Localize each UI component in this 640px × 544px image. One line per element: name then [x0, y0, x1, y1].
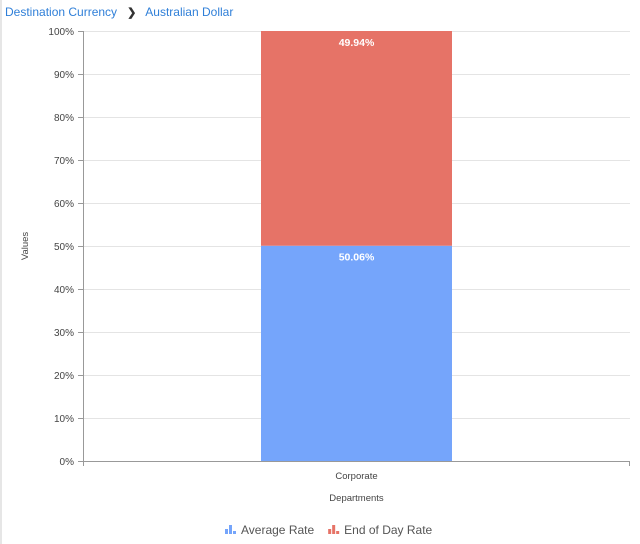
chevron-right-icon: ❯	[127, 6, 137, 19]
y-tick-label: 50%	[54, 242, 74, 253]
y-tick-label: 70%	[54, 156, 74, 167]
legend-label: End of Day Rate	[344, 523, 432, 537]
page-border	[0, 0, 2, 544]
data-label: 50.06%	[339, 252, 375, 264]
y-tick-label: 100%	[48, 27, 74, 38]
legend-bar-icon	[332, 525, 336, 534]
legend-bar-icon	[336, 531, 340, 534]
bar-segment-end-of-day-rate	[261, 31, 452, 246]
legend-bar-icon	[229, 525, 232, 534]
legend-bar-icon	[328, 529, 332, 534]
x-tick-label: Corporate	[335, 471, 377, 482]
legend-item-end-of-day-rate[interactable]: End of Day Rate	[328, 523, 433, 537]
breadcrumb-destination-currency[interactable]: Destination Currency	[5, 5, 118, 19]
y-tick-label: 40%	[54, 285, 74, 296]
data-label: 49.94%	[339, 37, 375, 49]
y-tick-label: 60%	[54, 199, 74, 210]
legend-bar-icon	[225, 529, 228, 534]
legend-label: Average Rate	[241, 523, 314, 537]
legend-item-average-rate[interactable]: Average Rate	[225, 523, 314, 537]
y-axis-title: Values	[20, 232, 31, 261]
breadcrumb: Destination Currency ❯ Australian Dollar	[5, 5, 233, 19]
y-tick-label: 90%	[54, 70, 74, 81]
y-tick-label: 30%	[54, 328, 74, 339]
y-tick-label: 80%	[54, 113, 74, 124]
y-tick-label: 10%	[54, 414, 74, 425]
breadcrumb-australian-dollar[interactable]: Australian Dollar	[145, 5, 234, 19]
legend-bar-icon	[233, 531, 236, 534]
bar-segment-average-rate	[261, 245, 452, 461]
x-axis-title: Departments	[329, 493, 384, 504]
y-tick-label: 20%	[54, 371, 74, 382]
y-tick-label: 0%	[60, 457, 75, 468]
